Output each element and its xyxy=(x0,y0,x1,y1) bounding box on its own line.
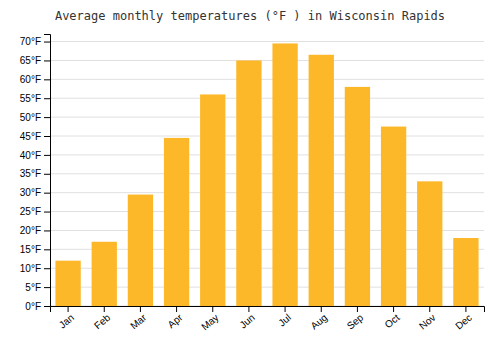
tick-label: Dec xyxy=(453,312,474,332)
tick: 5°F xyxy=(25,282,50,293)
bar xyxy=(200,94,225,306)
tick-label: Feb xyxy=(92,311,113,331)
tick-label: Mar xyxy=(128,311,149,331)
tick: 40°F xyxy=(20,150,50,161)
tick-mark xyxy=(44,79,50,80)
grid xyxy=(50,42,484,306)
tick-label: 25°F xyxy=(20,206,41,217)
bar xyxy=(309,55,334,306)
tick: Apr xyxy=(166,306,186,330)
tick-mark xyxy=(44,42,50,43)
tick-mark xyxy=(44,117,50,118)
grid-line xyxy=(50,136,484,137)
bar xyxy=(128,195,153,306)
tick: 10°F xyxy=(20,263,50,274)
bar xyxy=(55,261,80,306)
plot: 0°F 5°F 10°F 15°F 20°F 25°F 30°F 35°F 40°F 45°F 50… xyxy=(20,35,485,333)
bar xyxy=(272,43,297,306)
tick: Dec xyxy=(453,306,474,332)
tick: Feb xyxy=(92,306,113,331)
tick: 35°F xyxy=(20,168,50,179)
axis-line xyxy=(44,35,51,307)
bar xyxy=(345,87,370,306)
tick: May xyxy=(199,306,221,332)
tick-label: 60°F xyxy=(20,74,41,85)
tick-mark xyxy=(44,268,50,269)
tick: Aug xyxy=(309,306,330,332)
tick-mark xyxy=(44,287,50,288)
tick-label: 45°F xyxy=(20,131,41,142)
tick-label: 65°F xyxy=(20,55,41,66)
grid-line xyxy=(50,154,484,155)
tick-mark xyxy=(44,174,50,175)
tick: 65°F xyxy=(20,55,50,66)
tick: Jul xyxy=(276,306,293,328)
tick-mark xyxy=(44,230,50,231)
tick-mark xyxy=(44,60,50,61)
grid-line xyxy=(50,117,484,118)
tick-label: 40°F xyxy=(20,150,41,161)
tick: Jan xyxy=(57,306,76,331)
tick-label: 0°F xyxy=(25,301,41,312)
grid-line xyxy=(50,41,484,42)
bar xyxy=(236,60,261,306)
tick-label: May xyxy=(199,312,221,333)
tick: 15°F xyxy=(20,244,50,255)
tick: Oct xyxy=(383,306,402,330)
grid-line xyxy=(50,60,484,61)
bar xyxy=(453,238,478,306)
title: Average monthly temperatures (°F ) in Wi… xyxy=(55,9,445,23)
bar xyxy=(417,181,442,306)
tick: 45°F xyxy=(20,131,50,142)
tick-label: Jan xyxy=(57,312,76,331)
bar xyxy=(381,127,406,306)
tick-label: 70°F xyxy=(20,36,41,47)
axis-line xyxy=(51,307,485,313)
tick-label: Jun xyxy=(237,312,256,331)
chart: 0°F 5°F 10°F 15°F 20°F 25°F 30°F 35°F 40°F 45°F 50… xyxy=(0,0,500,350)
bar xyxy=(164,138,189,306)
tick-label: 15°F xyxy=(20,244,41,255)
tick-mark xyxy=(44,249,50,250)
tick: 60°F xyxy=(20,74,50,85)
tick-label: Aug xyxy=(309,312,330,332)
tick-label: 30°F xyxy=(20,187,41,198)
tick-label: 10°F xyxy=(20,263,41,274)
tick: 70°F xyxy=(20,36,50,47)
tick-mark xyxy=(44,136,50,137)
tick-label: Apr xyxy=(166,311,186,330)
tick: 20°F xyxy=(20,225,50,236)
tick: 50°F xyxy=(20,112,50,123)
tick-label: 55°F xyxy=(20,93,41,104)
tick-label: Nov xyxy=(417,312,438,332)
tick-label: 50°F xyxy=(20,112,41,123)
bars xyxy=(55,43,478,306)
tick: 25°F xyxy=(20,206,50,217)
x-axis: Jan Feb Mar Apr May Jun Jul Aug Sep Oct Nov Dec xyxy=(51,306,485,332)
grid-line xyxy=(50,79,484,80)
y-axis: 0°F 5°F 10°F 15°F 20°F 25°F 30°F 35°F 40°F 45°F 50… xyxy=(20,35,51,312)
tick: 30°F xyxy=(20,187,50,198)
tick-label: Jul xyxy=(276,312,293,329)
grid-line xyxy=(50,173,484,174)
bar xyxy=(92,242,117,306)
tick-mark xyxy=(44,193,50,194)
tick-label: 20°F xyxy=(20,225,41,236)
tick: Mar xyxy=(128,306,149,331)
tick-mark xyxy=(44,98,50,99)
tick: Jun xyxy=(237,306,256,331)
tick-mark xyxy=(44,212,50,213)
tick-label: Oct xyxy=(383,312,402,331)
tick: Sep xyxy=(345,306,366,332)
tick: 55°F xyxy=(20,93,50,104)
grid-line xyxy=(50,98,484,99)
tick-mark xyxy=(44,306,50,307)
tick-label: 5°F xyxy=(25,282,41,293)
tick-label: Sep xyxy=(345,311,366,331)
tick: Nov xyxy=(417,306,438,332)
tick-label: 35°F xyxy=(20,168,41,179)
tick: 0°F xyxy=(25,301,50,312)
tick-mark xyxy=(44,155,50,156)
